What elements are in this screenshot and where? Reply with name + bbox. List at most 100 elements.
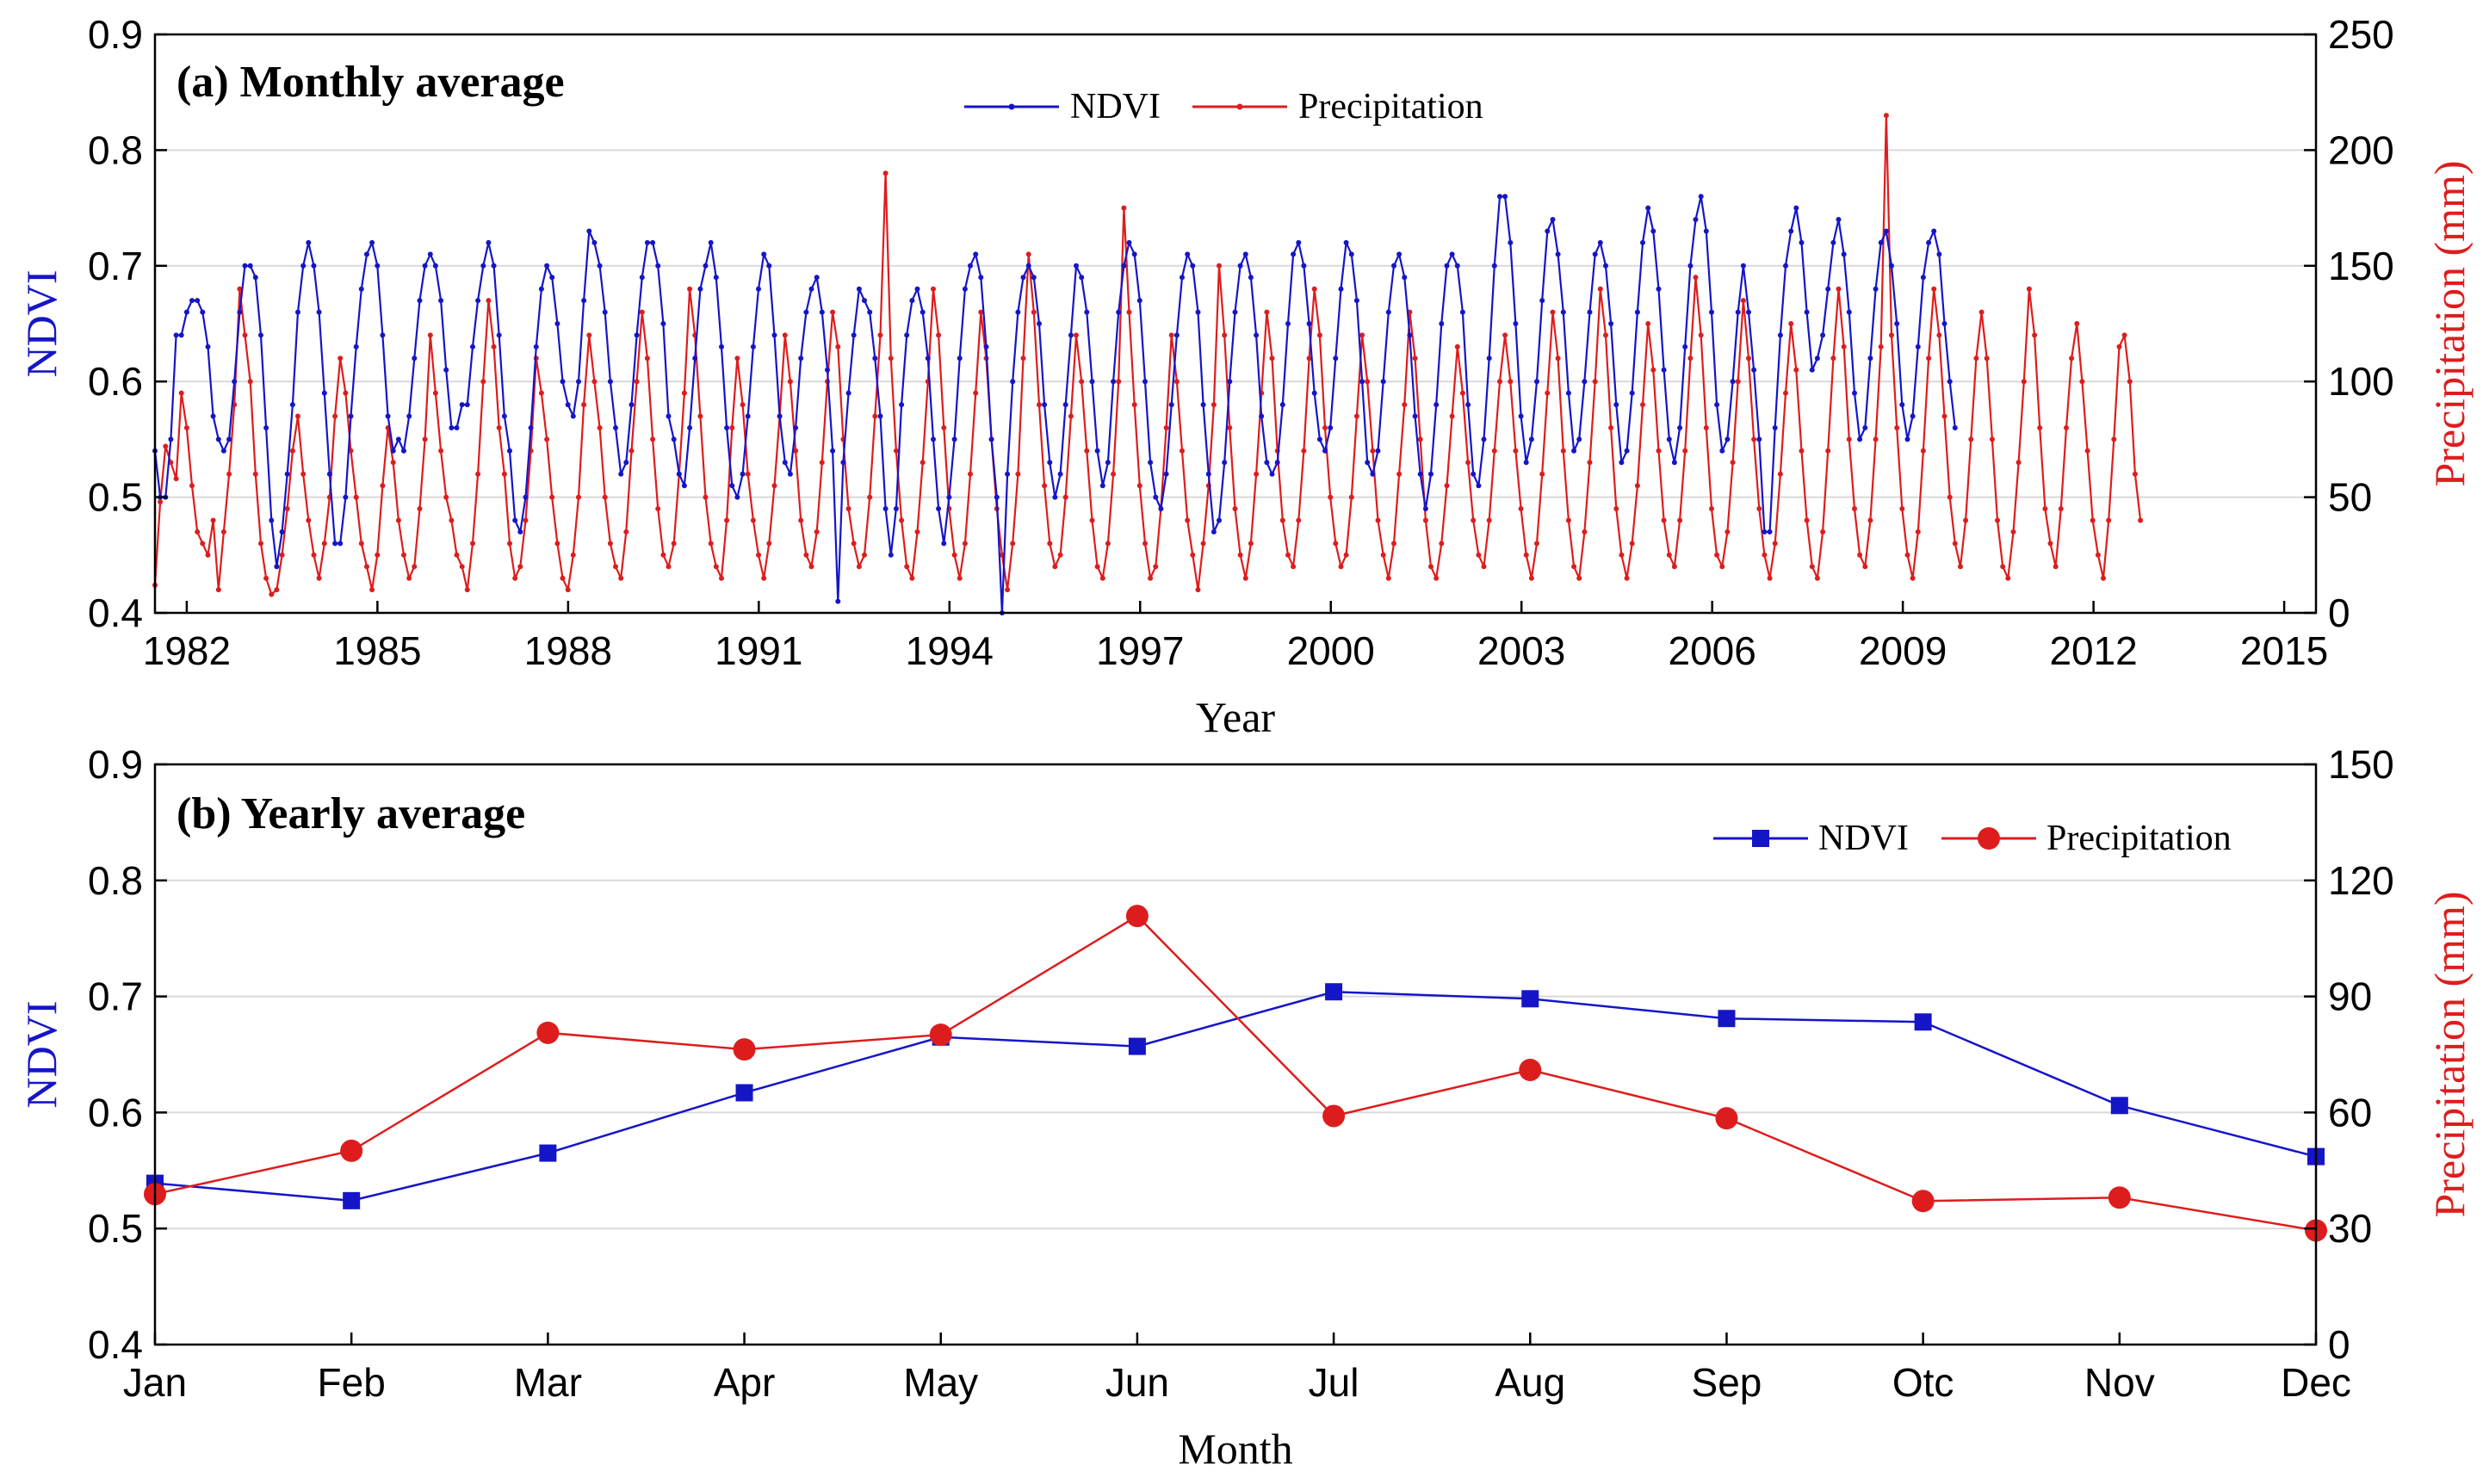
data-point-ndvi [528,425,534,430]
data-point-precip [300,471,307,477]
data-point-ndvi [644,239,650,245]
data-point-ndvi [1020,275,1026,281]
data-point-ndvi [1111,379,1117,385]
data-point-ndvi [978,275,984,281]
data-point-precip [1528,575,1534,581]
data-point-ndvi [200,309,206,315]
data-point-ndvi [798,356,804,362]
data-point-precip [978,309,984,315]
data-point-ndvi [1428,471,1433,477]
data-point-precip [1777,471,1783,477]
series-line-precip [153,114,2142,596]
data-point-precip [856,564,862,570]
x-tick-label: 2000 [1287,628,1375,673]
data-point-precip [1227,425,1233,430]
data-point-precip [1121,205,1127,211]
data-point-precip [1931,286,1937,292]
data-point-ndvi [994,494,1000,500]
data-point-precip [1571,564,1577,570]
data-point-precip [1709,506,1714,511]
data-point-precip [1105,541,1111,547]
data-point-ndvi [1545,228,1551,234]
panel-a-legend: NDVI Precipitation [964,87,1483,127]
data-point-precip [766,541,772,547]
data-point-ndvi [1205,471,1211,477]
data-point-precip [1941,413,1947,419]
data-point-precip [205,552,211,558]
data-point-ndvi [1333,356,1339,362]
data-point-precip [650,436,656,442]
data-point-precip [1968,436,1974,442]
data-point-ndvi [697,286,703,292]
data-point-ndvi [1370,471,1376,477]
legend-a-ndvi-marker [1008,103,1015,110]
data-point-precip [1491,448,1497,454]
data-point-ndvi [284,471,290,477]
data-point-ndvi [882,506,889,511]
data-point-precip [1322,1104,1346,1128]
data-point-ndvi [1555,251,1561,257]
data-point-ndvi [306,239,312,245]
data-point-precip [1052,564,1058,570]
data-point-ndvi [1454,263,1460,269]
x-tick-label: Nov [2084,1360,2155,1405]
data-point-ndvi [1899,402,1905,408]
data-point-ndvi [1746,309,1751,315]
data-point-ndvi [941,541,947,547]
data-point-precip [1560,448,1566,454]
data-point-precip [1793,367,1799,373]
data-point-ndvi [586,228,592,234]
data-point-precip [904,564,910,570]
data-point-ndvi [1173,332,1180,338]
data-point-precip [1301,448,1307,454]
data-point-precip [920,460,926,466]
data-point-precip [734,356,740,362]
data-point-precip [1836,286,1842,292]
data-point-ndvi [1301,263,1307,269]
data-point-ndvi [888,552,894,558]
data-point-ndvi [771,332,777,338]
data-point-precip [554,541,560,547]
data-point-ndvi [1057,471,1063,477]
data-point-ndvi [1751,367,1757,373]
data-point-precip [1422,517,1428,523]
data-point-ndvi [1248,275,1254,281]
data-point-precip [311,552,317,558]
data-point-precip [459,564,465,570]
data-point-ndvi [385,413,391,419]
data-point-ndvi [867,309,873,315]
data-point-precip [1316,332,1322,338]
data-point-precip [1846,436,1852,442]
data-point-precip [316,575,322,581]
data-point-precip [1634,483,1640,489]
data-point-precip [364,564,369,570]
data-point-precip [226,471,232,477]
x-tick-label: Apr [714,1360,776,1405]
data-point-precip [1539,471,1545,477]
legend-a-precip-label: Precipitation [1298,87,1483,127]
data-point-ndvi [1502,194,1508,200]
data-point-ndvi [1825,286,1831,292]
data-point-ndvi [1005,471,1011,477]
data-point-ndvi [1338,286,1344,292]
data-point-precip [2047,541,2053,547]
data-point-precip [581,402,587,408]
data-point-precip [1217,263,1222,269]
data-point-ndvi [803,309,809,315]
data-point-precip [1746,356,1751,362]
data-point-ndvi [872,356,878,362]
data-point-ndvi [1015,309,1021,315]
data-point-ndvi [220,448,226,454]
data-point-ndvi [1952,425,1958,430]
legend-b-precip-marker [1978,827,2000,850]
data-point-ndvi [1153,494,1159,500]
data-point-precip [936,332,942,338]
data-point-ndvi [1047,460,1053,466]
data-point-precip [2116,343,2122,349]
panel-b-series [144,905,2327,1242]
data-point-precip [321,541,327,547]
data-point-ndvi [326,471,332,477]
data-point-precip [1756,506,1762,511]
data-point-ndvi [1518,413,1524,419]
data-point-precip [1111,471,1117,477]
